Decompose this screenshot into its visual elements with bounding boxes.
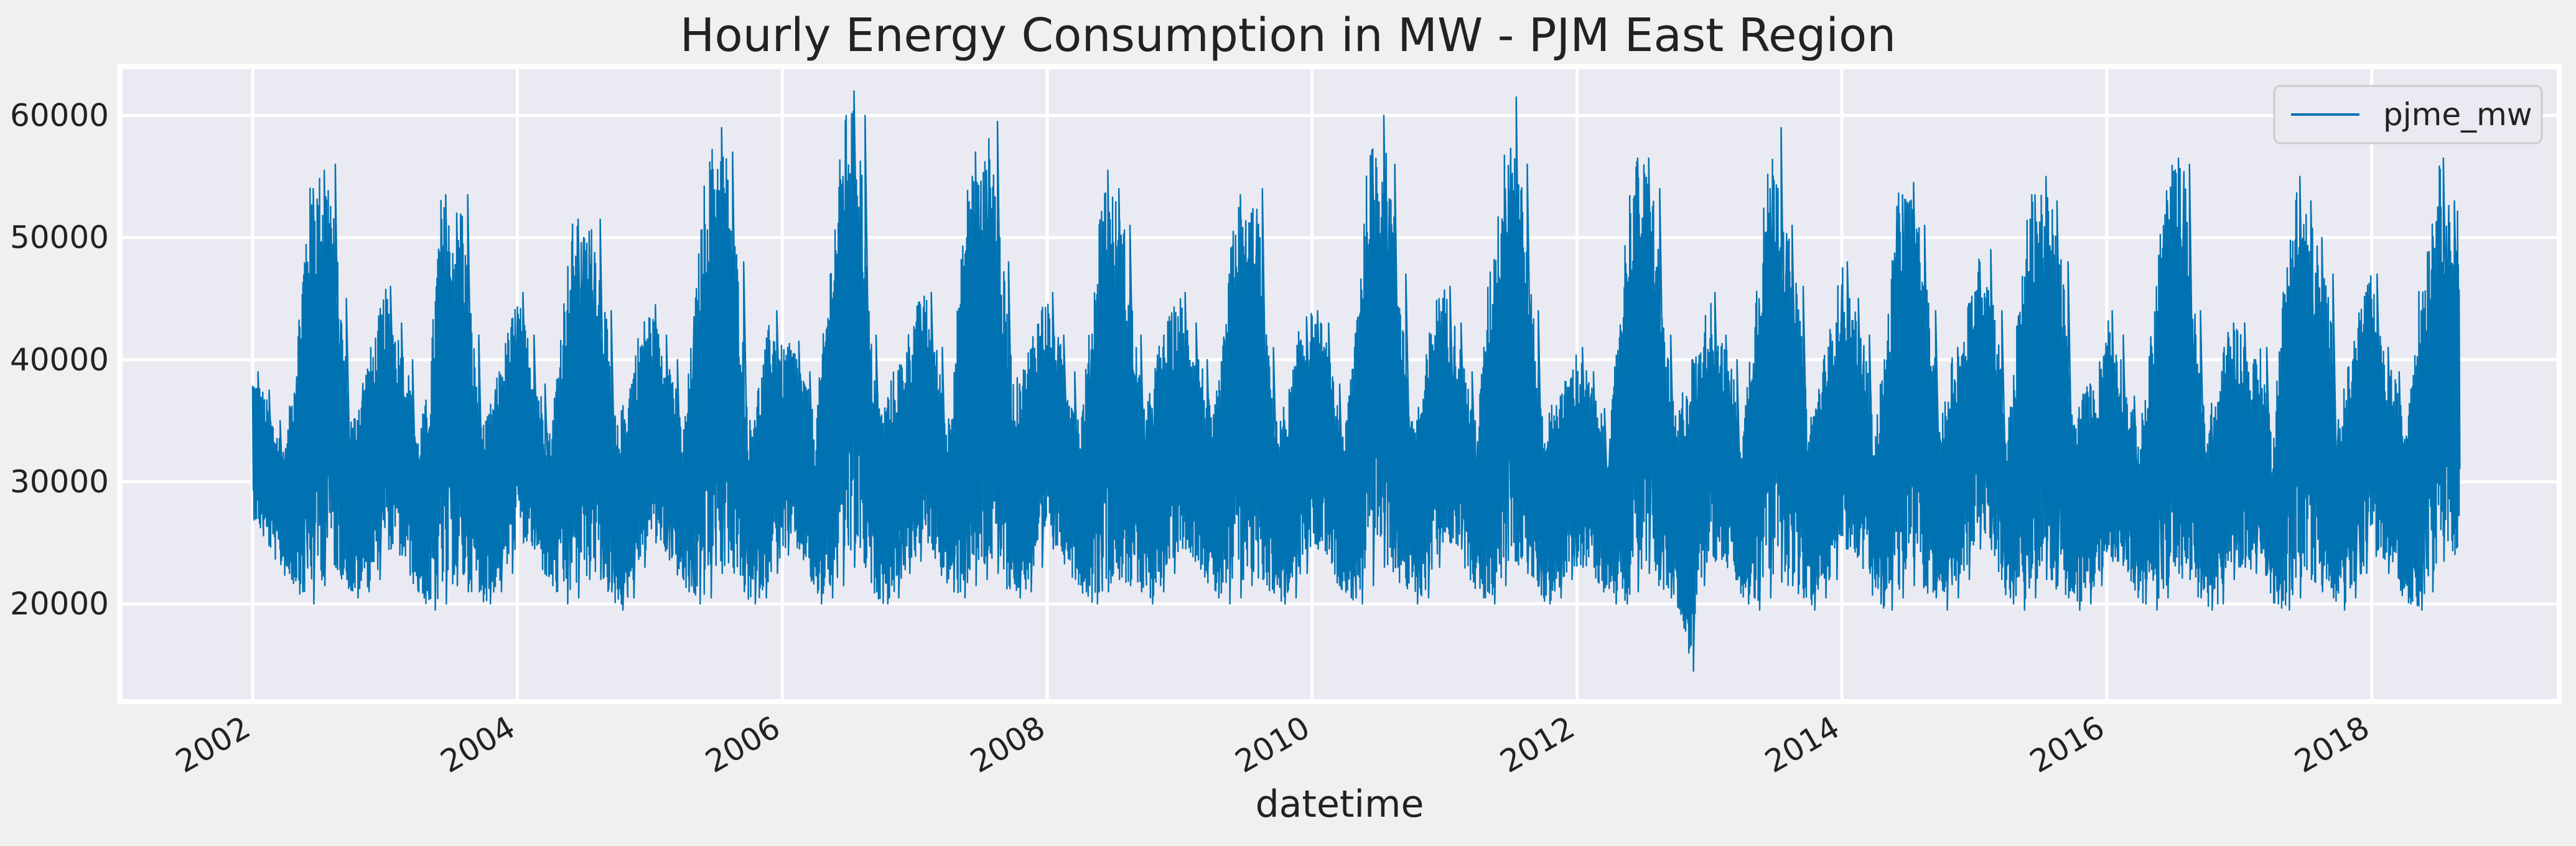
legend-label: pjme_mw — [2383, 96, 2532, 133]
x-axis-label: datetime — [1256, 783, 1424, 826]
y-tick-label: 40000 — [10, 342, 109, 378]
legend: pjme_mw — [2273, 85, 2543, 144]
series-line-pjme_mw — [251, 90, 2461, 672]
y-tick-label: 50000 — [10, 220, 109, 256]
y-tick-label: 60000 — [10, 98, 109, 134]
y-tick-label: 20000 — [10, 586, 109, 622]
legend-box — [2273, 85, 2543, 144]
y-tick-label: 30000 — [10, 464, 109, 500]
series-layer — [251, 90, 2461, 672]
chart-title: Hourly Energy Consumption in MW - PJM Ea… — [680, 9, 1896, 62]
